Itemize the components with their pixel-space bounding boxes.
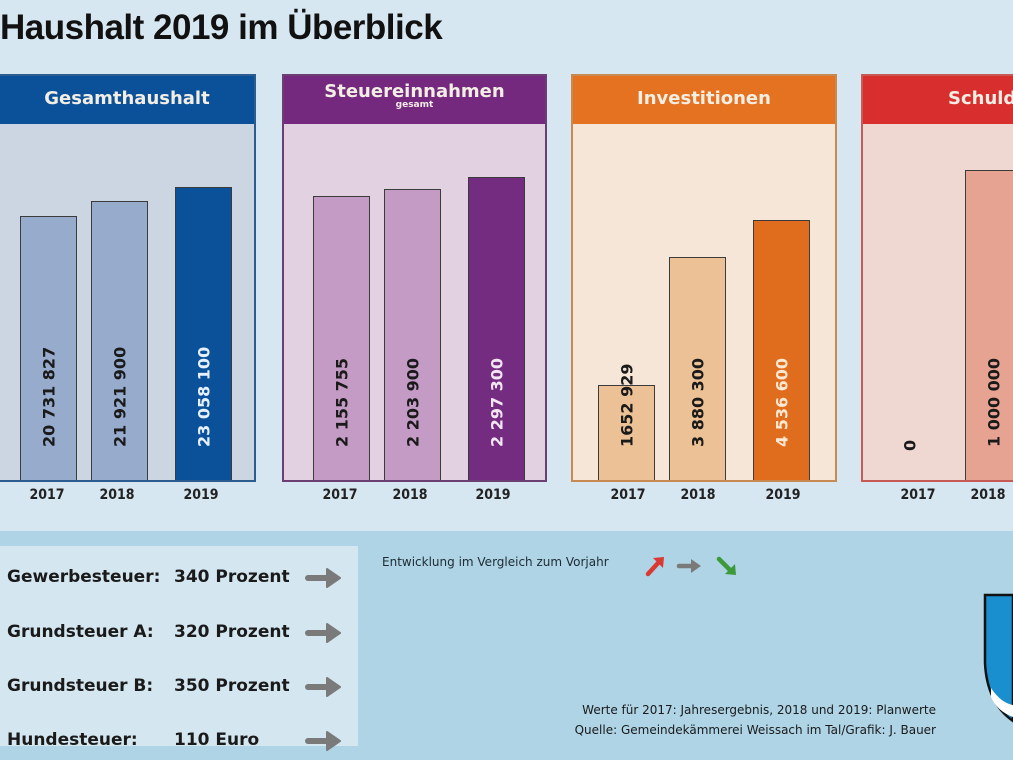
arrow-right-icon xyxy=(304,565,344,596)
x-tick-label: 2019 xyxy=(183,487,219,503)
bar-value-label: 3 880 300 xyxy=(688,357,707,447)
bar-2017: 2 155 755 xyxy=(313,196,370,480)
x-tick-label: 2018 xyxy=(680,487,716,503)
arrow-right-icon xyxy=(304,620,344,651)
trend-legend-text: Entwicklung im Vergleich zum Vorjahr xyxy=(382,555,609,569)
x-tick-label: 2017 xyxy=(29,487,65,503)
tax-rate-value: 350 Prozent xyxy=(174,676,290,696)
page-title: Haushalt 2019 im Überblick xyxy=(0,8,443,47)
bar-value-label: 20 731 827 xyxy=(39,346,58,447)
tax-rate-label: Grundsteuer B: xyxy=(7,676,154,696)
bar-value-label: 21 921 900 xyxy=(110,346,129,447)
bar-2017: 20 731 827 xyxy=(20,216,77,480)
coat-of-arms-icon xyxy=(983,593,1013,727)
tax-rates-box: Gewerbesteuer: 340 Prozent Grundsteuer A: 3… xyxy=(0,546,358,751)
x-tick-label: 2018 xyxy=(970,487,1006,503)
bar-2017: 1652 929 xyxy=(598,364,655,480)
bar-2018: 1 000 000 xyxy=(965,170,1013,480)
bar-value-label: 2 155 755 xyxy=(332,357,351,447)
chart-title: Gesamthaushalt xyxy=(44,88,210,109)
x-tick-label: 2017 xyxy=(322,487,358,503)
chart-panel-steuereinnahmen: Steuereinnahmen gesamt 2 155 755 2 203 900 2… xyxy=(282,74,547,482)
chart-plot-area: 2 155 755 2 203 900 2 297 300 xyxy=(284,124,545,480)
chart-title: Schuld xyxy=(948,88,1013,109)
bar-2018: 2 203 900 xyxy=(384,189,441,480)
bar-2019: 4 536 600 xyxy=(753,220,810,480)
chart-title: Steuereinnahmen xyxy=(324,81,505,102)
chart-title: Investitionen xyxy=(637,88,771,109)
x-tick-label: 2019 xyxy=(475,487,511,503)
chart-plot-area: 1652 929 3 880 300 4 536 600 xyxy=(573,124,835,480)
source-note: Quelle: Gemeindekämmerei Weissach im Tal… xyxy=(574,723,936,737)
x-tick-label: 2018 xyxy=(99,487,135,503)
arrow-up-right-icon xyxy=(645,557,664,577)
bar-2018: 3 880 300 xyxy=(669,257,726,480)
arrow-right-icon xyxy=(304,674,344,705)
tax-rate-label: Gewerbesteuer: xyxy=(7,567,161,587)
chart-plot-area: 0 1 000 000 xyxy=(863,124,1013,480)
chart-header: Gesamthaushalt xyxy=(0,76,254,124)
bar-2019: 2 297 300 xyxy=(468,177,525,480)
tax-rate-value: 320 Prozent xyxy=(174,622,290,642)
chart-header: Steuereinnahmen gesamt xyxy=(284,76,545,124)
tax-rate-value: 340 Prozent xyxy=(174,567,290,587)
tax-rate-label: Grundsteuer A: xyxy=(7,622,154,642)
bar-2019: 23 058 100 xyxy=(175,187,232,480)
chart-subtitle: gesamt xyxy=(395,100,434,110)
arrow-down-right-icon xyxy=(716,556,736,575)
x-tick-label: 2018 xyxy=(392,487,428,503)
x-tick-label: 2019 xyxy=(765,487,801,503)
chart-panel-investitionen: Investitionen 1652 929 3 880 300 4 536 600 xyxy=(571,74,837,482)
x-tick-label: 2017 xyxy=(900,487,936,503)
bottom-info-band: Gewerbesteuer: 340 Prozent Grundsteuer A: 3… xyxy=(0,531,1013,760)
chart-panel-gesamthaushalt: Gesamthaushalt 20 731 827 21 921 900 23 058… xyxy=(0,74,256,482)
arrow-right-icon xyxy=(304,728,344,759)
chart-plot-area: 20 731 827 21 921 900 23 058 100 xyxy=(0,124,254,480)
chart-panel-schuld: Schuld 0 1 000 000 xyxy=(861,74,1013,482)
trend-legend-icons xyxy=(645,555,745,581)
bar-value-label: 23 058 100 xyxy=(194,346,213,447)
chart-header: Schuld xyxy=(863,76,1013,124)
bar-value-label: 0 xyxy=(900,439,919,451)
data-note: Werte für 2017: Jahresergebnis, 2018 und… xyxy=(582,703,936,717)
bar-value-label: 4 536 600 xyxy=(772,357,791,447)
x-tick-label: 2017 xyxy=(610,487,646,503)
bar-value-label: 2 203 900 xyxy=(403,357,422,447)
bar-value-label: 2 297 300 xyxy=(487,357,506,447)
tax-rate-label: Hundesteuer: xyxy=(7,730,138,750)
bar-2018: 21 921 900 xyxy=(91,201,148,480)
tax-rate-value: 110 Euro xyxy=(174,730,260,750)
arrow-right-icon xyxy=(676,559,701,573)
bar-value-label: 1652 929 xyxy=(617,363,636,448)
chart-header: Investitionen xyxy=(573,76,835,124)
bar-value-label: 1 000 000 xyxy=(984,357,1003,447)
